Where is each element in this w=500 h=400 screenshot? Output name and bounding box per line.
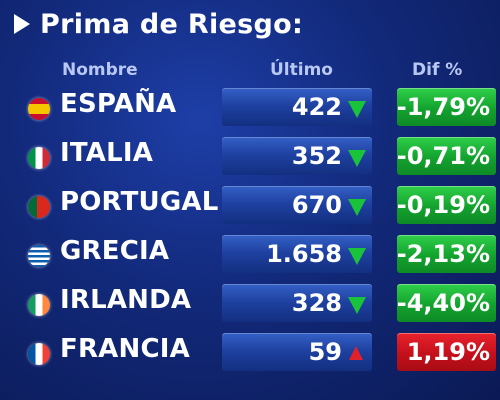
down-arrow-icon — [348, 297, 366, 314]
france-flag-icon — [28, 343, 50, 365]
down-arrow-icon — [348, 150, 366, 167]
table-row: ITALIA 352 -0,71% — [0, 135, 500, 181]
dif-value: -0,71% — [396, 142, 490, 170]
table-row: GRECIA 1.658 -2,13% — [0, 233, 500, 279]
title-text: Prima de Riesgo: — [40, 8, 304, 40]
header-dif: Dif % — [412, 60, 463, 80]
dif-cell: -1,79% — [397, 88, 496, 126]
dif-value: -0,19% — [396, 191, 490, 219]
ultimo-value: 670 — [291, 191, 342, 219]
ultimo-cell: 59 — [222, 333, 372, 371]
down-arrow-icon — [348, 101, 366, 118]
dif-cell: -2,13% — [397, 235, 496, 273]
page-title: Prima de Riesgo: — [14, 4, 303, 44]
ultimo-cell: 352 — [222, 137, 372, 175]
header-nombre: Nombre — [62, 60, 138, 80]
ultimo-value: 59 — [308, 338, 342, 366]
ultimo-cell: 422 — [222, 88, 372, 126]
dif-value: -2,13% — [396, 240, 490, 268]
ultimo-cell: 328 — [222, 284, 372, 322]
country-name: GRECIA — [60, 236, 170, 266]
dif-cell: -0,71% — [397, 137, 496, 175]
ultimo-cell: 1.658 — [222, 235, 372, 273]
up-arrow-icon — [349, 346, 363, 360]
dif-value: 1,19% — [406, 338, 490, 366]
ultimo-cell: 670 — [222, 186, 372, 224]
dif-cell: -4,40% — [397, 284, 496, 322]
down-arrow-icon — [348, 199, 366, 216]
dif-cell: -0,19% — [397, 186, 496, 224]
dif-value: -1,79% — [396, 93, 490, 121]
country-name: PORTUGAL — [60, 187, 219, 217]
ultimo-value: 328 — [291, 289, 342, 317]
country-name: FRANCIA — [60, 334, 190, 364]
portugal-flag-icon — [28, 196, 50, 218]
down-arrow-icon — [348, 248, 366, 265]
italy-flag-icon — [28, 147, 50, 169]
country-name: ITALIA — [60, 138, 154, 168]
ireland-flag-icon — [28, 294, 50, 316]
ultimo-value: 422 — [291, 93, 342, 121]
dif-value: -4,40% — [396, 289, 490, 317]
country-name: ESPAÑA — [60, 89, 177, 119]
ultimo-value: 352 — [291, 142, 342, 170]
table-row: IRLANDA 328 -4,40% — [0, 282, 500, 328]
greece-flag-icon — [28, 245, 50, 267]
table-row: FRANCIA 59 1,19% — [0, 331, 500, 377]
table-row: PORTUGAL 670 -0,19% — [0, 184, 500, 230]
dif-cell: 1,19% — [397, 333, 496, 371]
ultimo-value: 1.658 — [266, 240, 342, 268]
spain-flag-icon — [28, 98, 50, 120]
country-name: IRLANDA — [60, 285, 192, 315]
play-arrow-icon — [14, 14, 30, 34]
table-row: ESPAÑA 422 -1,79% — [0, 86, 500, 132]
header-ultimo: Último — [270, 60, 333, 80]
